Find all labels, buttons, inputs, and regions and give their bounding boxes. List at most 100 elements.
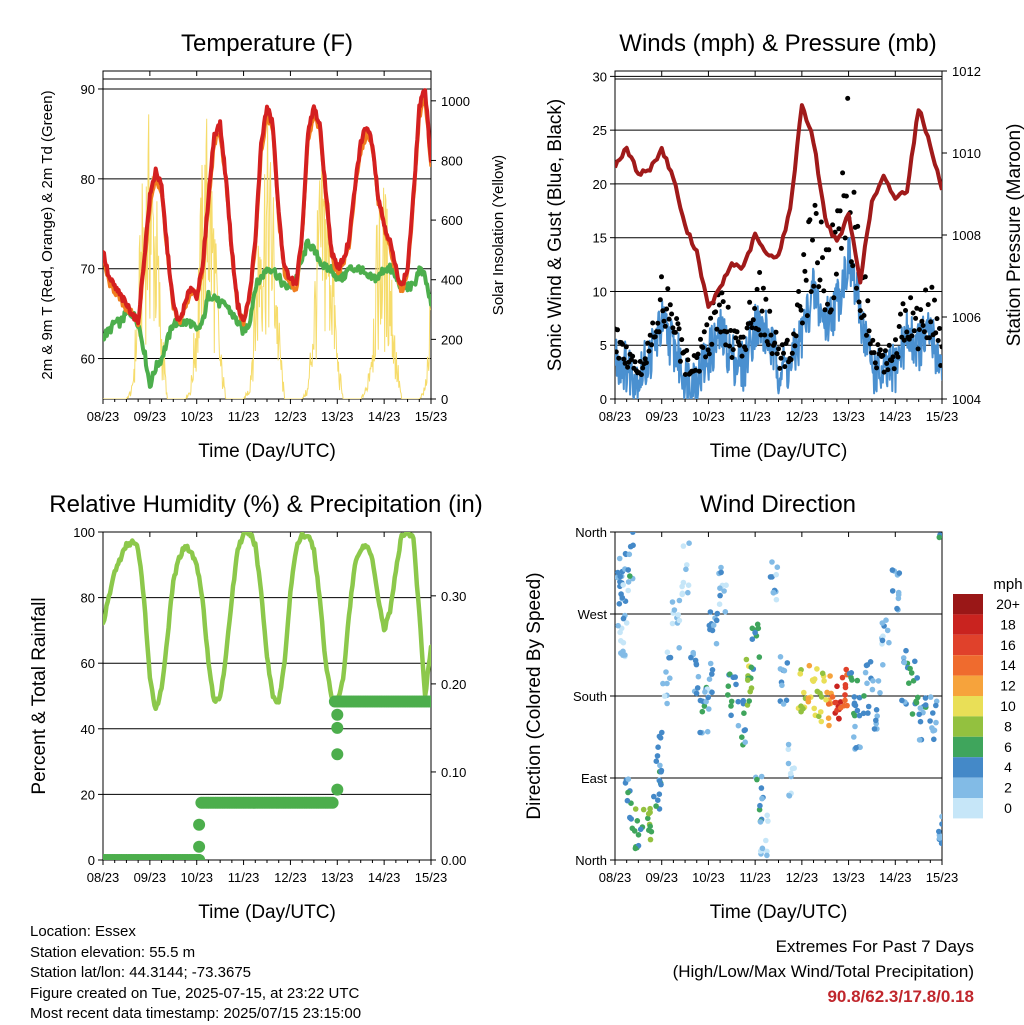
direction-point	[844, 702, 850, 709]
colorbar-swatch	[953, 716, 983, 737]
winds-gust-point	[836, 226, 842, 232]
direction-point	[758, 785, 765, 791]
colorbar-label: 4	[1004, 759, 1012, 775]
winds-gust-point	[857, 308, 863, 314]
direction-point	[756, 654, 763, 660]
direction-point	[824, 689, 830, 696]
colorbar-label: 8	[1004, 718, 1012, 734]
winds-gust-point	[703, 354, 709, 360]
winds-gust-point	[864, 332, 869, 338]
winds-gust-point	[801, 252, 807, 258]
winds-gust-point	[807, 217, 813, 223]
temperature-ylabel: 2m & 9m T (Red, Orange) & 2m Td (Green)	[39, 90, 56, 379]
winds-gust-point	[821, 288, 827, 294]
winds-gust-point	[696, 368, 702, 374]
winds-gust-point	[767, 308, 773, 314]
direction-title: Wind Direction	[700, 491, 856, 518]
winds-ytick-label: 0	[600, 392, 607, 407]
winds-gust-point	[665, 286, 671, 292]
winds-gust-point	[620, 341, 625, 347]
winds-gust-point	[797, 303, 803, 309]
direction-point	[779, 682, 785, 689]
direction-point	[874, 713, 880, 719]
direction-point	[827, 673, 833, 679]
direction-point	[657, 762, 663, 769]
winds-ytick-right-label: 1004	[952, 392, 981, 407]
direction-point	[666, 655, 672, 661]
direction-point	[718, 564, 724, 571]
direction-point	[742, 739, 748, 745]
winds-gust-point	[733, 335, 739, 341]
direction-point	[658, 781, 664, 788]
winds-gust-series	[615, 95, 942, 378]
direction-point	[686, 540, 692, 546]
winds-gust-point	[854, 285, 859, 291]
direction-point	[816, 713, 822, 720]
winds-gust-point	[810, 237, 815, 243]
direction-point	[823, 697, 829, 703]
winds-gust-point	[768, 332, 774, 338]
winds-gust-point	[934, 316, 940, 322]
winds-gust-point	[813, 211, 819, 216]
direction-point	[879, 637, 886, 644]
direction-point	[669, 599, 676, 605]
direction-point	[754, 776, 760, 783]
direction-point	[853, 745, 859, 751]
direction-xtick-label: 10/23	[692, 870, 725, 885]
direction-point	[930, 728, 936, 734]
winds-gust-point	[789, 350, 795, 356]
temperature-ytick-right-label: 1000	[441, 94, 470, 109]
winds-gust-point	[776, 346, 781, 352]
humidity-ytick-label: 80	[81, 591, 95, 606]
winds-gust-point	[856, 299, 862, 305]
direction-point	[655, 797, 661, 803]
direction-point	[634, 818, 641, 824]
winds-gust-point	[719, 290, 725, 296]
direction-point	[728, 698, 735, 705]
winds-gust-point	[799, 320, 805, 326]
direction-point	[839, 674, 846, 681]
humidity-precip-point	[193, 840, 206, 853]
winds-gust-point	[818, 219, 824, 225]
direction-ytick-label: North	[575, 525, 607, 540]
direction-point	[825, 701, 832, 707]
winds-gust-point	[647, 332, 653, 338]
winds-gust-point	[832, 229, 838, 235]
direction-point	[797, 671, 804, 677]
direction-point	[774, 564, 781, 570]
latest-timestamp-text: Most recent data timestamp: 2025/07/15 2…	[30, 1005, 362, 1022]
winds-gust-point	[825, 301, 830, 307]
winds-xtick-label: 09/23	[645, 409, 678, 424]
direction-point	[709, 627, 716, 634]
direction-point	[697, 697, 704, 704]
station-info: Location: Essex Station elevation: 55.5 …	[30, 922, 361, 1025]
direction-point	[703, 698, 709, 705]
winds-gust-point	[698, 336, 703, 342]
winds-gust-point	[749, 325, 755, 331]
direction-point	[861, 693, 867, 699]
direction-point	[635, 832, 642, 838]
humidity-ytick-label: 40	[81, 722, 95, 737]
direction-point	[842, 692, 848, 698]
temperature-solar-series	[103, 114, 431, 399]
colorbar-label: 20+	[996, 596, 1020, 612]
direction-point	[745, 677, 751, 683]
direction-xtick-label: 13/23	[832, 870, 865, 885]
direction-point	[648, 828, 655, 835]
direction-point	[615, 569, 621, 576]
temperature-ytick-right-label: 200	[441, 332, 463, 347]
direction-point	[900, 655, 907, 661]
direction-point	[933, 719, 939, 726]
winds-gust-point	[693, 367, 698, 373]
winds-gust-point	[910, 310, 916, 316]
winds-gust-point	[822, 307, 828, 313]
humidity-xtick-label: 08/23	[87, 870, 120, 885]
direction-point	[676, 617, 683, 624]
temperature-plot-area	[103, 88, 431, 399]
winds-gust-point	[843, 193, 849, 199]
winds-gust-point	[925, 302, 931, 308]
direction-point	[653, 803, 659, 809]
direction-point	[880, 633, 886, 639]
winds-gust-point	[803, 277, 809, 283]
humidity-xtick-label: 11/23	[228, 870, 260, 885]
